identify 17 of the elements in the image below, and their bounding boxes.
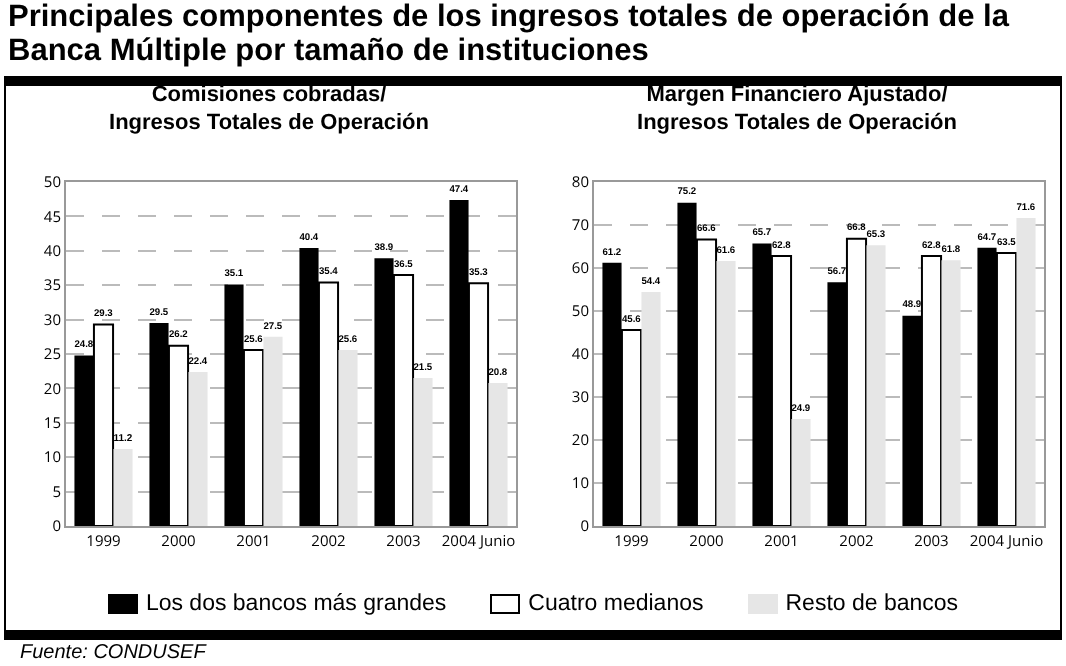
bar	[866, 245, 886, 526]
bar	[641, 292, 661, 526]
legend-label: Los dos bancos más grandes	[143, 592, 447, 616]
legend-label: Resto de bancos	[783, 592, 959, 616]
bar	[1016, 218, 1036, 526]
bar	[941, 260, 961, 526]
bar	[188, 371, 208, 526]
bar	[113, 448, 133, 526]
bar	[338, 349, 358, 526]
source-note: Fuente: CONDUSEF	[20, 642, 206, 666]
chart-title: Principales componentes de los ingresos totales de operación de la Banca Múltiple por tamaño de instituciones	[8, 0, 1012, 68]
bar	[716, 261, 736, 526]
bar	[263, 336, 283, 526]
bar	[791, 418, 811, 526]
legend-label: Cuatro medianos	[526, 592, 704, 616]
bar	[488, 382, 508, 526]
bar	[413, 378, 433, 526]
